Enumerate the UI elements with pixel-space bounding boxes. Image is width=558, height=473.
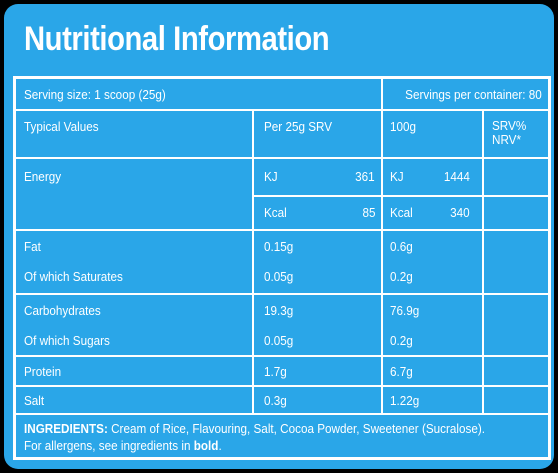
salt-per-100g: 1.22g bbox=[390, 393, 420, 408]
carbohydrates-per-serving: 19.3g bbox=[264, 303, 294, 318]
header-nrv: SRV% NRV* bbox=[492, 118, 527, 147]
header-row: Typical Values Per 25g SRV 100g SRV% NRV… bbox=[16, 111, 548, 159]
energy-kcal-unit-100g: Kcal bbox=[390, 205, 413, 220]
energy-kcal-per-serving: 85 bbox=[361, 205, 375, 220]
energy-label: Energy bbox=[24, 169, 62, 184]
protein-per-100g: 6.7g bbox=[390, 364, 413, 379]
allergen-suffix: . bbox=[218, 438, 222, 453]
energy-kj-unit-100g: KJ bbox=[390, 169, 404, 184]
sugars-label: Of which Sugars bbox=[24, 333, 110, 348]
ingredients-heading: INGREDIENTS: bbox=[24, 421, 108, 436]
fat-per-100g: 0.6g bbox=[390, 239, 413, 254]
saturates-per-serving: 0.05g bbox=[264, 269, 294, 284]
allergen-bold-word: bold bbox=[193, 438, 219, 453]
header-per-serving: Per 25g SRV bbox=[264, 119, 333, 134]
header-per-100g: 100g bbox=[390, 119, 417, 134]
sugars-per-100g: 0.2g bbox=[390, 333, 413, 348]
energy-kj-per-serving: 361 bbox=[355, 169, 375, 184]
protein-per-serving: 1.7g bbox=[264, 364, 287, 379]
protein-row: Protein 1.7g 6.7g bbox=[16, 357, 548, 387]
nutrition-table: Serving size: 1 scoop (25g) Servings per… bbox=[13, 76, 551, 460]
energy-kcal-per-100g: 340 bbox=[450, 205, 470, 220]
carbohydrates-per-100g: 76.9g bbox=[390, 303, 420, 318]
energy-row: Energy KJ 361 Kcal 85 KJ 1444 Kcal 340 bbox=[16, 159, 548, 231]
salt-label: Salt bbox=[24, 393, 45, 408]
ingredients-block: INGREDIENTS: Cream of Rice, Flavouring, … bbox=[16, 415, 548, 457]
ingredients-line: INGREDIENTS: Cream of Rice, Flavouring, … bbox=[24, 420, 485, 437]
protein-label: Protein bbox=[24, 364, 62, 379]
serving-row: Serving size: 1 scoop (25g) Servings per… bbox=[16, 79, 548, 111]
energy-kcal-unit: Kcal bbox=[264, 205, 287, 220]
nutrition-panel: Nutritional Information Serving size: 1 … bbox=[4, 4, 554, 469]
carbohydrates-group: Carbohydrates Of which Sugars 19.3g 0.05… bbox=[16, 295, 548, 357]
energy-kj-unit: KJ bbox=[264, 169, 278, 184]
header-typical-values: Typical Values bbox=[24, 119, 99, 134]
saturates-per-100g: 0.2g bbox=[390, 269, 413, 284]
serving-size: Serving size: 1 scoop (25g) bbox=[24, 87, 166, 102]
allergen-note: For allergens, see ingredients in bold. bbox=[24, 437, 222, 454]
page-title: Nutritional Information bbox=[24, 20, 330, 58]
servings-per-container: Servings per container: 80 bbox=[405, 87, 542, 102]
ingredients-text: Cream of Rice, Flavouring, Salt, Cocoa P… bbox=[107, 421, 486, 436]
salt-per-serving: 0.3g bbox=[264, 393, 287, 408]
fat-group: Fat Of which Saturates 0.15g 0.05g 0.6g … bbox=[16, 231, 548, 295]
carbohydrates-label: Carbohydrates bbox=[24, 303, 101, 318]
allergen-prefix: For allergens, see ingredients in bbox=[24, 438, 194, 453]
fat-per-serving: 0.15g bbox=[264, 239, 294, 254]
energy-kj-per-100g: 1444 bbox=[443, 169, 470, 184]
sugars-per-serving: 0.05g bbox=[264, 333, 294, 348]
salt-row: Salt 0.3g 1.22g bbox=[16, 387, 548, 415]
fat-label: Fat bbox=[24, 239, 41, 254]
saturates-label: Of which Saturates bbox=[24, 269, 123, 284]
